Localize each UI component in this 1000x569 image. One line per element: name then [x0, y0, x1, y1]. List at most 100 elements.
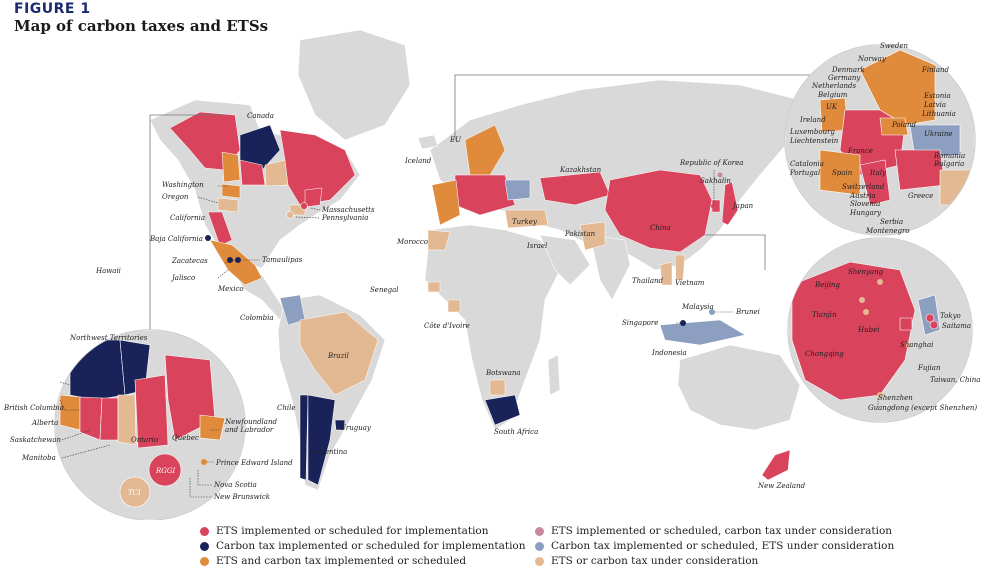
label-morocco: Morocco: [396, 238, 428, 246]
label-new-brunswick: New Brunswick: [213, 493, 270, 501]
label-bulgaria: Bulgaria: [933, 160, 964, 168]
label-hawaii: Hawaii: [95, 267, 121, 275]
eu-zoom-circle: [784, 44, 976, 236]
eu-north-shape: [464, 124, 506, 176]
legend-item-consider: ETS or carbon tax under consideration: [535, 555, 758, 567]
legend-swatch: [535, 541, 544, 551]
uruguay-shape: [334, 419, 346, 431]
eu-west-shape: [431, 179, 461, 226]
label-uk: UK: [826, 103, 838, 111]
label-brunei: Brunei: [735, 308, 760, 316]
jurisdictions: [169, 111, 791, 486]
australia-shape: [677, 344, 801, 431]
label-northwest-territories: Northwest Territories: [69, 334, 148, 342]
legend-label: ETS implemented or scheduled for impleme…: [216, 525, 489, 537]
label-italy: Italy: [869, 169, 887, 177]
marker-singapore: [680, 320, 686, 326]
label-sweden: Sweden: [880, 42, 909, 50]
us-washington-shape: [221, 183, 241, 199]
legend-swatch: [535, 556, 544, 566]
label-oregon: Oregon: [162, 193, 189, 201]
us-northeast-shape: [304, 187, 323, 208]
marker-korea: [711, 203, 717, 209]
label-shenyang: Shenyang: [848, 268, 884, 276]
south-africa-shape: [484, 394, 521, 426]
label-tianjin: Tianjin: [812, 311, 837, 319]
label-pakistan: Pakistan: [564, 230, 596, 238]
marker-sakhalin: [717, 172, 723, 178]
label-brazil: Brazil: [327, 352, 349, 360]
madagascar-shape: [547, 354, 561, 396]
label-belgium: Belgium: [817, 91, 848, 99]
label-colombia: Colombia: [240, 314, 274, 322]
label-poland: Poland: [891, 121, 917, 129]
legend-item-ets: ETS implemented or scheduled for impleme…: [200, 525, 489, 537]
label-slovenia: Slovenia: [850, 200, 880, 208]
pakistan-shape: [579, 221, 606, 251]
label-latvia: Latvia: [923, 101, 946, 109]
indonesia-shape: [659, 319, 746, 346]
label-lithuania: Lithuania: [921, 110, 956, 118]
label-mexico: Mexico: [217, 285, 244, 293]
vietnam-shape: [674, 254, 686, 281]
label-quebec: Québec: [172, 434, 199, 442]
label-hubei: Hubei: [857, 326, 879, 334]
china-shape: [604, 169, 713, 253]
label-catalonia: Catalonia: [790, 160, 824, 168]
world-map: Canada Washington Oregon California Mass…: [3, 29, 980, 520]
legend-item-ets-tax-consider: ETS implemented or scheduled, carbon tax…: [535, 525, 892, 537]
legend-swatch: [200, 556, 209, 566]
japan-shape: [721, 181, 739, 226]
marker-tokyo: [925, 313, 935, 323]
label-argentina: Argentina: [311, 448, 347, 456]
marker-beijing: [859, 297, 865, 303]
canada-east-shape: [279, 129, 356, 206]
greenland-shape: [297, 29, 411, 141]
label-saskatchewan: Saskatchewan: [10, 436, 62, 444]
label-luxembourg: Luxembourg: [789, 128, 835, 136]
label-germany: Germany: [828, 74, 861, 82]
label-romania: Romania: [933, 152, 965, 160]
map-labels: Canada Washington Oregon California Mass…: [3, 42, 980, 501]
label-norway: Norway: [857, 55, 887, 63]
label-netherlands: Netherlands: [811, 82, 856, 90]
label-portugal: Portugal: [789, 169, 820, 177]
marker-tianjin: [863, 309, 869, 315]
label-taiwan-china: Taiwan, China: [930, 376, 980, 384]
leader-lines: [59, 170, 879, 498]
label-austria: Austria: [849, 192, 876, 200]
label-chongqing: Chongqing: [805, 350, 844, 358]
label-liechtenstein: Liechtenstein: [789, 137, 839, 145]
legend-item-carbon-tax: Carbon tax implemented or scheduled for …: [200, 540, 526, 552]
label-massachusetts: Massachusetts: [321, 206, 375, 214]
legend-item-both: ETS and carbon tax implemented or schedu…: [200, 555, 466, 567]
marker-massachusetts: [300, 202, 308, 210]
canada-prairies-shape: [239, 159, 266, 186]
label-california: California: [170, 214, 205, 222]
marker-saitama: [929, 320, 939, 330]
connectors: [149, 74, 810, 330]
label-uruguay: Uruguay: [340, 424, 372, 432]
legend-item-tax-ets-consider: Carbon tax implemented or scheduled, ETS…: [535, 540, 894, 552]
legend-label: Carbon tax implemented or scheduled, ETS…: [551, 540, 895, 552]
label-canada: Canada: [247, 112, 274, 120]
india-shape: [589, 234, 631, 301]
legend-label: ETS implemented or scheduled, carbon tax…: [551, 525, 893, 537]
label-ontario: Ontario: [131, 436, 158, 444]
label-pennsylvania: Pennsylvania: [321, 214, 368, 222]
label-denmark: Denmark: [831, 66, 865, 74]
label-beijing: Beijing: [814, 281, 840, 289]
legend-label: ETS and carbon tax implemented or schedu…: [216, 555, 467, 567]
label-hungary: Hungary: [849, 209, 882, 217]
label-kazakhstan: Kazakhstan: [559, 166, 602, 174]
marker-shenzhen: [877, 392, 883, 398]
label-china: China: [650, 224, 671, 232]
label-finland: Finland: [921, 66, 950, 74]
label-fujian: Fujian: [917, 364, 941, 372]
label-prince-edward-island: Prince Edward Island: [215, 459, 293, 467]
label-shenzhen: Shenzhen: [878, 394, 913, 402]
brazil-shape: [299, 311, 379, 396]
us-california-shape: [207, 211, 233, 247]
label-montenegro: Montenegro: [865, 227, 910, 235]
label-shanghai: Shanghai: [900, 341, 933, 349]
